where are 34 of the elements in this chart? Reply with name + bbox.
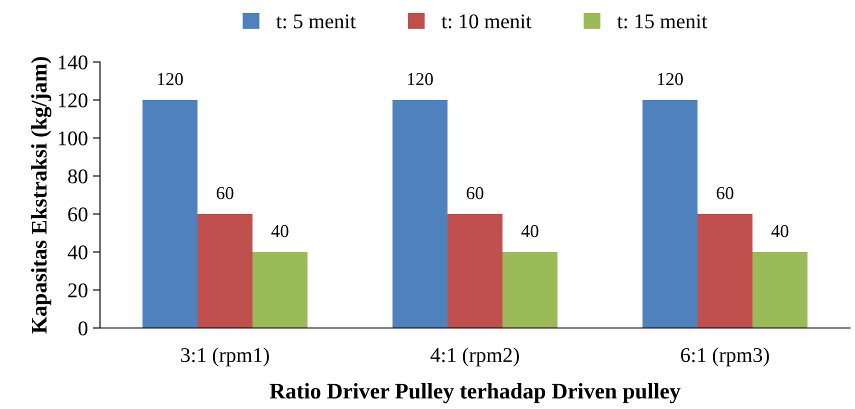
y-tick-label: 60	[68, 207, 88, 222]
y-tick-label: 100	[58, 131, 88, 146]
bar	[752, 252, 808, 328]
data-label: 120	[408, 73, 433, 86]
bar	[642, 100, 698, 328]
bar	[698, 214, 752, 328]
y-tick-label: 80	[68, 169, 88, 184]
legend-label: t: 5 menit	[276, 14, 356, 28]
x-tick-label: 4:1 (rpm2)	[430, 347, 519, 366]
bar	[502, 252, 558, 328]
legend-label: t: 10 menit	[442, 14, 532, 28]
bar	[392, 100, 448, 328]
legend-label: t: 15 menit	[617, 14, 708, 28]
data-label: 120	[158, 73, 183, 86]
data-label: 40	[771, 225, 788, 238]
y-tick-label: 20	[68, 283, 88, 298]
bar	[142, 100, 198, 328]
y-tick-label: 120	[58, 93, 88, 108]
y-tick-label: 40	[68, 245, 88, 260]
bar	[448, 214, 502, 328]
bar	[252, 252, 308, 328]
data-label: 40	[271, 225, 288, 238]
y-tick-label: 0	[78, 321, 88, 336]
data-label: 60	[716, 187, 734, 200]
y-axis-title: Kapasitas Ekstraksi (kg/jam)	[31, 57, 52, 334]
y-tick-label: 140	[58, 55, 88, 70]
bar	[198, 214, 252, 328]
data-label: 60	[466, 187, 484, 200]
x-tick-label: 6:1 (rpm3)	[681, 347, 769, 366]
data-label: 40	[521, 225, 538, 238]
data-label: 60	[216, 187, 234, 200]
x-axis-title: Ratio Driver Pulley terhadap Driven pulley	[270, 383, 680, 404]
data-label: 120	[658, 73, 683, 86]
x-tick-label: 3:1 (rpm1)	[181, 347, 269, 366]
